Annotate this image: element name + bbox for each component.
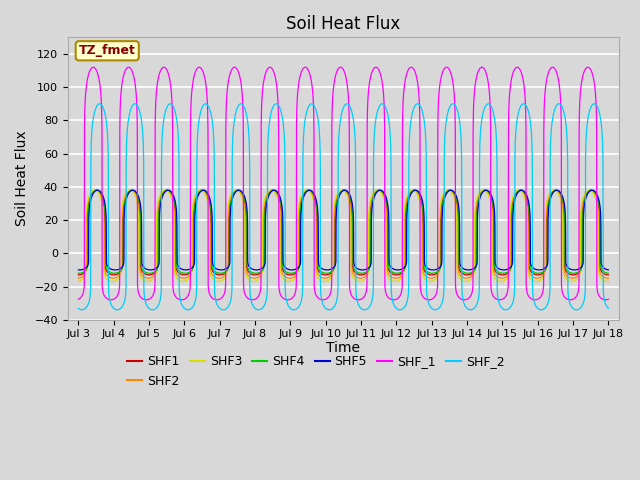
- SHF3: [477, 189, 484, 194]
- SHF2: [326, 274, 333, 280]
- SHF_2: [591, 101, 598, 107]
- Line: SHF3: SHF3: [78, 190, 609, 282]
- SHF5: [605, 267, 612, 273]
- SHF3: [462, 279, 470, 285]
- SHF_2: [462, 304, 470, 310]
- SHF_1: [477, 65, 484, 71]
- SHF1: [605, 272, 612, 278]
- SHF3: [255, 277, 262, 283]
- SHF5: [164, 187, 172, 193]
- SHF5: [255, 267, 262, 273]
- SHF4: [255, 270, 262, 276]
- SHF1: [477, 190, 484, 196]
- SHF3: [605, 278, 612, 284]
- Line: SHF2: SHF2: [78, 190, 609, 278]
- SHF5: [182, 267, 189, 273]
- SHF5: [74, 267, 82, 273]
- SHF3: [582, 189, 590, 195]
- SHF2: [303, 187, 311, 193]
- Line: SHF_1: SHF_1: [78, 67, 609, 300]
- SHF_2: [78, 307, 86, 312]
- SHF2: [462, 276, 470, 281]
- SHF_1: [462, 297, 470, 302]
- Y-axis label: Soil Heat Flux: Soil Heat Flux: [15, 131, 29, 227]
- SHF3: [325, 276, 333, 282]
- SHF1: [255, 271, 262, 277]
- Line: SHF1: SHF1: [78, 190, 609, 275]
- SHF4: [582, 192, 590, 198]
- SHF_1: [576, 101, 584, 107]
- SHF4: [605, 270, 612, 276]
- SHF_2: [477, 125, 484, 131]
- SHF4: [477, 191, 484, 197]
- Text: TZ_fmet: TZ_fmet: [79, 44, 136, 57]
- SHF1: [325, 271, 333, 277]
- SHF_1: [605, 296, 612, 302]
- SHF_1: [255, 293, 262, 299]
- Line: SHF5: SHF5: [78, 190, 609, 270]
- SHF4: [74, 270, 82, 276]
- SHF_2: [325, 307, 333, 312]
- SHF1: [582, 191, 590, 197]
- SHF5: [462, 267, 470, 273]
- SHF1: [74, 272, 82, 278]
- Title: Soil Heat Flux: Soil Heat Flux: [286, 15, 401, 33]
- SHF1: [576, 269, 584, 275]
- SHF_1: [390, 297, 397, 303]
- SHF_1: [74, 296, 82, 302]
- SHF4: [376, 187, 383, 193]
- SHF2: [74, 276, 82, 281]
- SHF_1: [325, 293, 333, 299]
- Legend: SHF1, SHF2, SHF3, SHF4, SHF5, SHF_1, SHF_2: SHF1, SHF2, SHF3, SHF4, SHF5, SHF_1, SHF…: [122, 350, 509, 393]
- Line: SHF4: SHF4: [78, 190, 609, 273]
- SHF5: [326, 267, 333, 273]
- SHF4: [325, 270, 333, 276]
- SHF4: [462, 270, 470, 276]
- SHF_2: [605, 305, 612, 311]
- SHF2: [255, 274, 262, 280]
- SHF1: [92, 187, 100, 193]
- X-axis label: Time: Time: [326, 341, 360, 355]
- SHF2: [605, 276, 612, 281]
- SHF4: [576, 268, 584, 274]
- SHF_2: [582, 134, 590, 140]
- SHF2: [582, 190, 590, 195]
- SHF3: [497, 279, 505, 285]
- SHF5: [576, 266, 584, 272]
- SHF_1: [582, 65, 590, 71]
- SHF_1: [408, 64, 415, 70]
- Line: SHF_2: SHF_2: [78, 104, 609, 310]
- SHF3: [74, 278, 82, 284]
- SHF5: [582, 194, 590, 200]
- SHF5: [477, 192, 484, 198]
- SHF2: [576, 270, 584, 276]
- SHF3: [576, 271, 584, 276]
- SHF2: [477, 189, 484, 195]
- SHF4: [393, 270, 401, 276]
- SHF1: [462, 272, 470, 278]
- SHF_2: [74, 305, 82, 311]
- SHF_2: [255, 307, 262, 312]
- SHF2: [286, 276, 294, 281]
- SHF3: [515, 187, 522, 193]
- SHF_2: [576, 306, 584, 312]
